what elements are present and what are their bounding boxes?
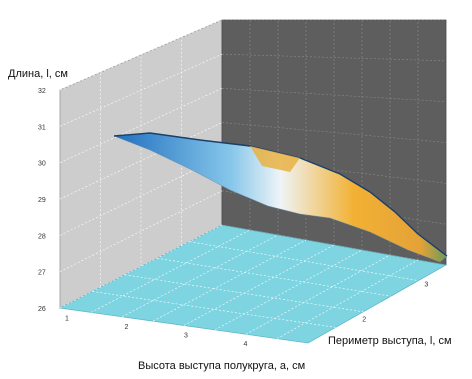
surface-plot [113, 132, 448, 263]
axis-ticks: 26 27 28 29 30 31 32 1 2 3 4 2 3 [38, 88, 428, 348]
z-tick-label: 30 [38, 161, 46, 168]
x-tick-label: 3 [184, 333, 188, 340]
floor-gridline [157, 257, 391, 297]
z-tick-label: 27 [38, 270, 46, 277]
x-tick-label: 1 [65, 316, 69, 323]
floor-gridline [124, 274, 364, 313]
y-tick-label: 2 [362, 317, 366, 324]
chart-grid [59, 19, 447, 339]
floor-gridline [152, 239, 307, 322]
floor-gridline [276, 259, 419, 339]
floor-gridline [90, 229, 251, 313]
z-tick-label: 32 [38, 88, 46, 95]
y-tick-label: 3 [424, 282, 428, 289]
back-wall-gridline [221, 53, 447, 62]
left-wall-gridline [59, 19, 223, 91]
z-tick-label: 31 [38, 124, 46, 131]
floor-gridline [245, 254, 391, 335]
floor-gridline [189, 241, 419, 281]
floor-gridline [121, 234, 279, 318]
z-tick-label: 26 [38, 306, 46, 313]
z-tick-label: 29 [38, 197, 46, 204]
z-tick-label: 28 [38, 233, 46, 240]
surface-top-edge [113, 132, 448, 257]
z-axis-title: Длина, l, см [8, 68, 68, 80]
floor-gridline [92, 291, 336, 328]
y-axis-title: Периметр выступа, l, см [328, 335, 452, 347]
surface-highlight [250, 146, 300, 172]
x-axis-title: Высота выступа полукруга, a, см [138, 360, 306, 372]
x-tick-label: 2 [124, 324, 128, 331]
floor-gridline [183, 244, 335, 326]
x-tick-label: 4 [244, 341, 248, 348]
